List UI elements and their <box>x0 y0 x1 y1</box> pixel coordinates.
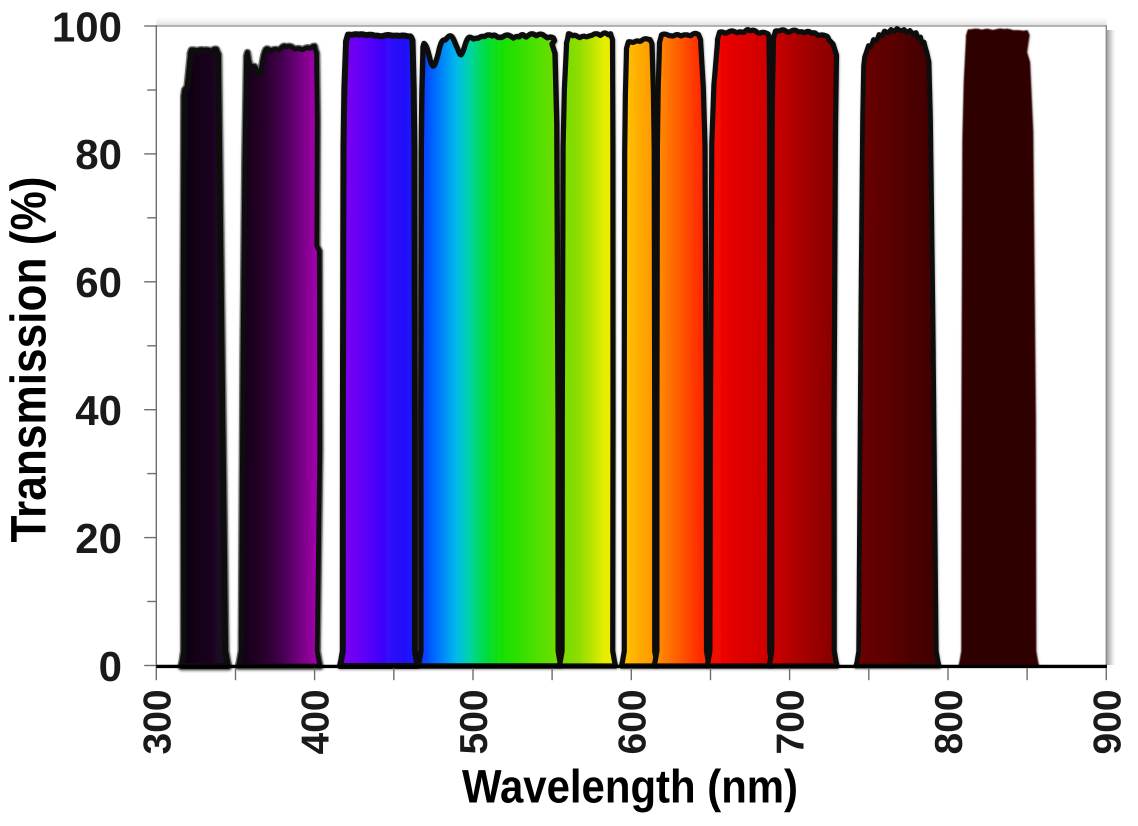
svg-text:900: 900 <box>1086 689 1129 754</box>
svg-text:500: 500 <box>453 689 496 754</box>
svg-text:Wavelength (nm): Wavelength (nm) <box>462 760 798 813</box>
svg-text:700: 700 <box>770 689 813 754</box>
svg-text:Transmission (%): Transmission (%) <box>1 177 57 543</box>
svg-text:300: 300 <box>136 689 179 754</box>
svg-text:600: 600 <box>611 689 654 754</box>
svg-text:80: 80 <box>75 131 122 178</box>
svg-text:60: 60 <box>75 259 122 306</box>
svg-text:20: 20 <box>75 515 122 562</box>
svg-text:400: 400 <box>295 689 338 754</box>
svg-text:0: 0 <box>99 643 122 690</box>
svg-text:40: 40 <box>75 387 122 434</box>
svg-text:100: 100 <box>52 3 122 50</box>
svg-text:800: 800 <box>928 689 971 754</box>
